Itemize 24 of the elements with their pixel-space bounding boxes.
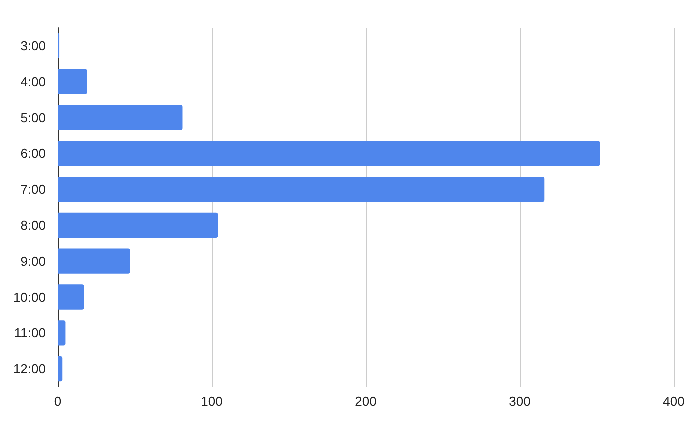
bar (58, 320, 66, 346)
bar (58, 356, 63, 382)
bar (58, 105, 183, 130)
x-tick-label: 200 (355, 394, 377, 409)
bar (58, 212, 218, 238)
y-tick-label: 5:00 (20, 110, 46, 126)
y-tick-label: 3:00 (20, 38, 46, 54)
bar (58, 248, 130, 274)
x-tick-label: 0 (54, 394, 62, 409)
y-tick-label: 4:00 (20, 74, 46, 90)
bar (58, 176, 545, 202)
bar (58, 141, 600, 166)
y-tick-label: 12:00 (13, 362, 46, 377)
x-tick-label: 400 (663, 394, 685, 409)
x-tick-label: 100 (201, 394, 223, 409)
y-tick-label: 8:00 (20, 218, 46, 233)
bar (58, 284, 84, 310)
y-tick-label: 9:00 (20, 254, 46, 269)
y-tick-label: 6:00 (20, 146, 46, 162)
y-tick-label: 7:00 (20, 182, 46, 198)
y-tick-label: 10:00 (13, 290, 46, 305)
bar (58, 69, 88, 94)
y-tick-label: 11:00 (14, 326, 46, 341)
x-tick-label: 300 (509, 394, 531, 409)
